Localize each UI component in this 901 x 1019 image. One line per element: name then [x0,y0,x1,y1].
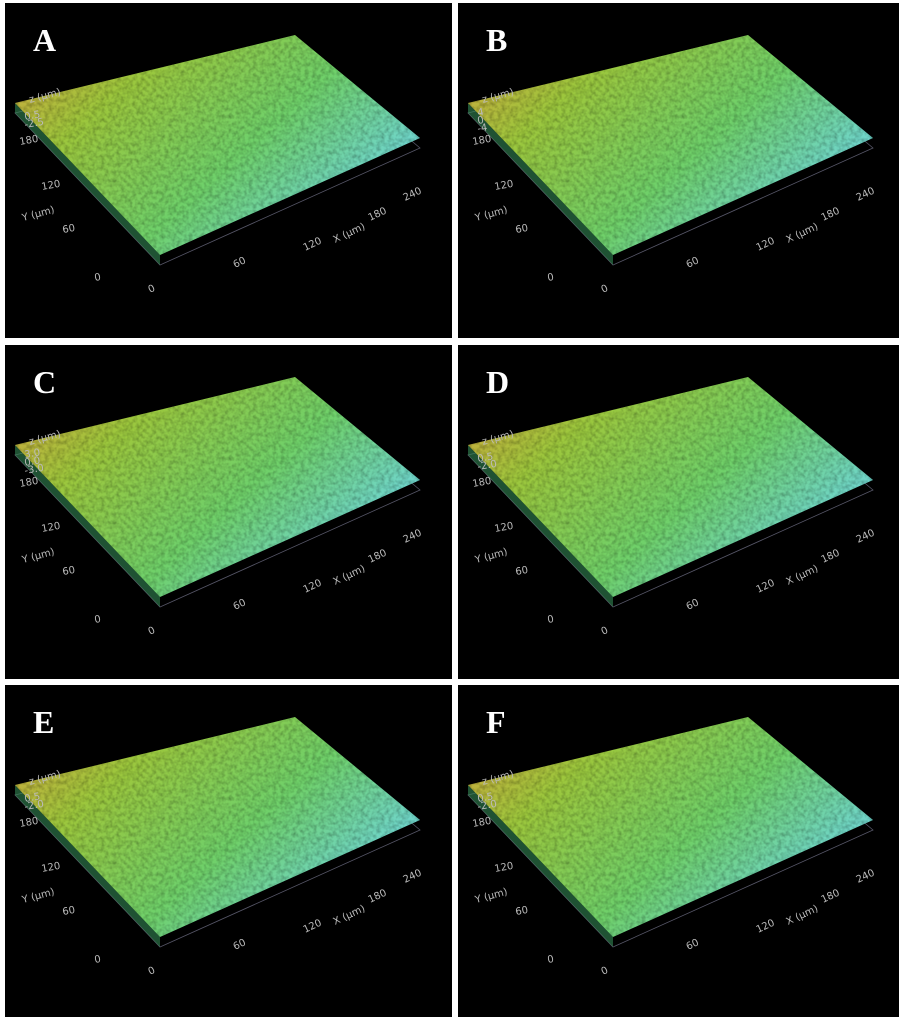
y-tick: 60 [515,905,529,918]
y-tick: 60 [62,223,76,236]
y-tick: 60 [515,223,529,236]
panel-label: F [486,704,506,740]
z-tick: -4 [477,122,489,135]
panel-label: E [33,704,54,740]
y-tick: 60 [62,905,76,918]
y-tick: 60 [515,565,529,578]
panel-label: A [33,22,56,58]
panel-label: D [486,364,509,400]
panel-label: B [486,22,507,58]
figure: Az (µm)0.5-2.5180120600Y (µm)06012018024… [0,0,901,1019]
y-tick: 60 [62,565,76,578]
panel-label: C [33,364,56,400]
